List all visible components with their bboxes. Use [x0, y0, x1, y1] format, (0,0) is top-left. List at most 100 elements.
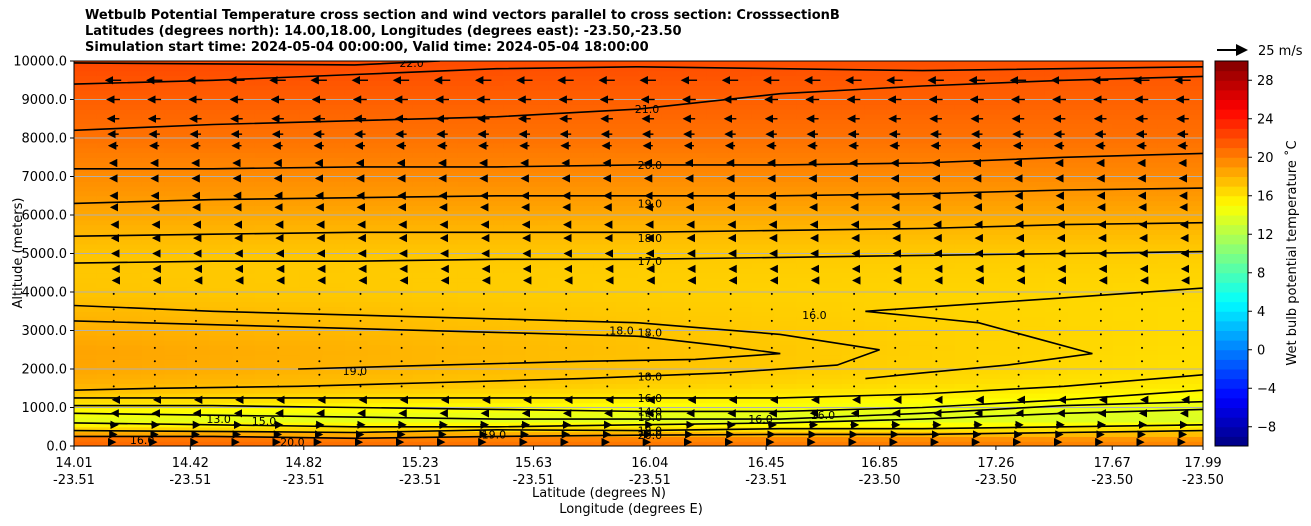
field-cell — [457, 373, 482, 380]
field-cell — [299, 417, 323, 423]
field-cell — [977, 142, 1001, 149]
field-cell — [1157, 152, 1182, 158]
field-cell — [480, 128, 504, 134]
field-cell — [322, 426, 346, 433]
field-cell — [141, 99, 165, 105]
field-cell — [74, 80, 98, 86]
field-cell — [367, 239, 391, 245]
field-cell — [977, 349, 1001, 356]
field-cell — [932, 200, 956, 206]
field-cell — [232, 224, 256, 231]
field-cell — [954, 205, 978, 211]
field-cell — [773, 186, 798, 192]
field-cell — [954, 258, 978, 264]
field-cell — [141, 388, 165, 394]
field-cell — [751, 123, 775, 129]
wind-vector — [1141, 319, 1144, 322]
field-cell — [615, 65, 640, 72]
field-cell — [457, 234, 482, 240]
field-cell — [1180, 104, 1203, 110]
field-cell — [1090, 272, 1114, 279]
field-cell — [661, 128, 685, 134]
field-cell — [1112, 267, 1136, 274]
field-cell — [480, 234, 504, 240]
field-cell — [977, 306, 1001, 312]
field-cell — [954, 277, 978, 283]
field-cell — [977, 215, 1001, 221]
field-cell — [683, 190, 707, 197]
field-cell — [593, 234, 617, 240]
field-cell — [796, 118, 820, 125]
field-cell — [932, 388, 956, 394]
field-cell — [254, 176, 278, 182]
field-cell — [1067, 311, 1091, 317]
field-cell — [254, 311, 278, 317]
field-cell — [525, 70, 549, 77]
field-cell — [299, 325, 323, 332]
field-cell — [593, 316, 617, 322]
wind-vector — [318, 373, 321, 376]
field-cell — [1067, 123, 1091, 129]
field-cell — [503, 388, 527, 394]
field-cell — [909, 267, 933, 274]
field-cell — [909, 421, 933, 428]
field-cell — [457, 369, 482, 375]
field-cell — [525, 378, 549, 385]
field-cell — [503, 162, 527, 168]
field-cell — [751, 383, 775, 389]
field-cell — [322, 152, 346, 158]
field-cell — [74, 263, 98, 269]
field-cell — [841, 292, 865, 298]
field-cell — [841, 215, 865, 221]
y-tick-label: 1000.0 — [22, 401, 68, 416]
x-tick-label-lon: -23.51 — [745, 473, 787, 488]
field-cell — [1135, 330, 1159, 336]
field-cell — [593, 292, 617, 298]
field-cell — [390, 369, 414, 375]
field-cell — [209, 80, 233, 86]
field-cell — [344, 407, 369, 413]
field-cell — [1067, 388, 1091, 394]
field-cell — [435, 267, 459, 274]
field-cell — [954, 94, 978, 101]
wind-vector — [236, 373, 239, 376]
field-cell — [999, 138, 1023, 144]
field-cell — [796, 344, 820, 351]
field-cell — [864, 277, 888, 283]
field-cell — [480, 89, 504, 96]
field-cell — [277, 80, 301, 86]
field-cell — [1090, 354, 1114, 360]
field-cell — [1044, 195, 1069, 202]
field-cell — [457, 65, 482, 72]
field-cell — [299, 162, 323, 168]
field-cell — [525, 210, 549, 216]
field-cell — [96, 243, 120, 250]
field-cell — [1067, 301, 1091, 308]
field-cell — [796, 272, 820, 279]
field-cell — [1044, 123, 1069, 129]
field-cell — [119, 152, 143, 158]
field-cell — [457, 296, 482, 303]
contour-label: 22.0 — [399, 57, 424, 70]
field-cell — [1022, 133, 1046, 139]
field-cell — [119, 369, 143, 375]
field-cell — [390, 147, 414, 154]
field-cell — [1067, 407, 1091, 413]
field-cell — [435, 176, 459, 182]
field-cell — [412, 335, 436, 341]
field-cell — [1044, 436, 1069, 442]
field-cell — [299, 397, 323, 404]
wind-vector — [194, 346, 197, 349]
field-cell — [548, 138, 572, 144]
field-cell — [322, 113, 346, 120]
field-cell — [164, 383, 188, 389]
field-cell — [638, 258, 662, 264]
field-cell — [819, 364, 843, 370]
field-cell — [141, 349, 165, 356]
field-cell — [615, 277, 640, 283]
field-cell — [1067, 215, 1091, 221]
field-cell — [1067, 109, 1091, 115]
field-cell — [119, 364, 143, 370]
field-cell — [1044, 369, 1069, 375]
field-cell — [457, 340, 482, 346]
